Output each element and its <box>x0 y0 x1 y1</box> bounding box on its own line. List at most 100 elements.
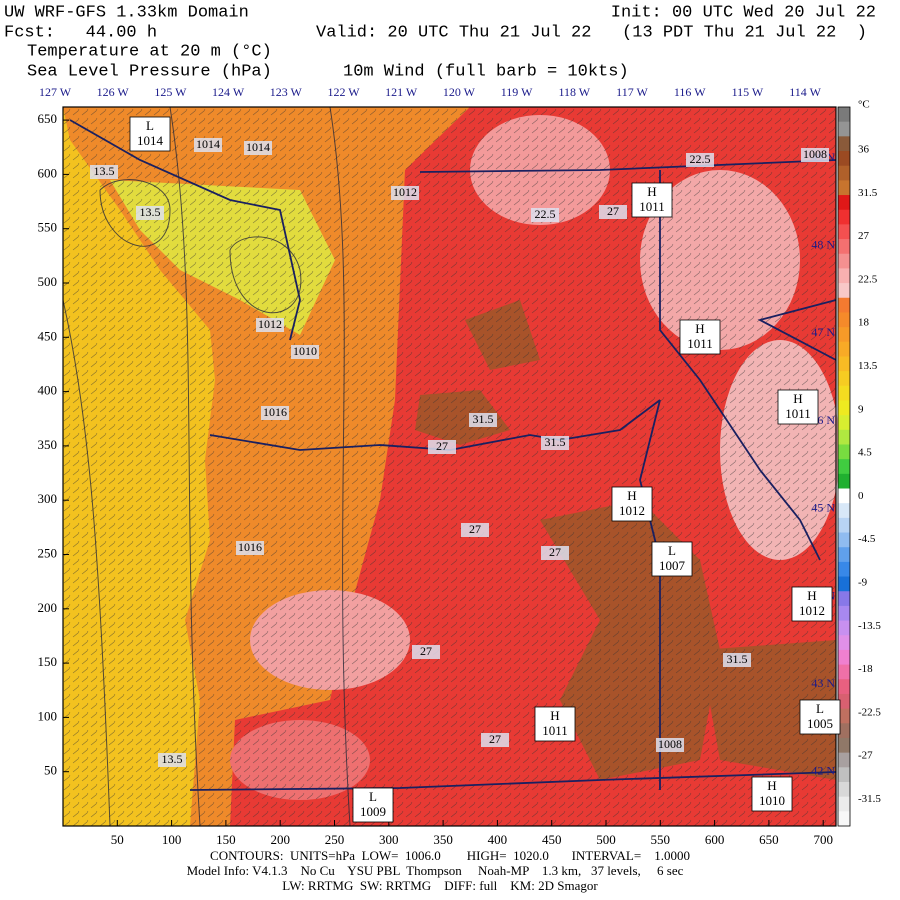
colorbar-swatch <box>838 796 850 812</box>
colorbar-label: -4.5 <box>858 533 876 545</box>
y-tick-label: 450 <box>38 328 58 343</box>
pressure-center-value: 1011 <box>542 723 568 738</box>
latitude-label: 47 N <box>811 325 835 339</box>
colorbar-swatch <box>838 444 850 460</box>
contour-label-box <box>136 206 164 220</box>
y-tick-label: 600 <box>38 165 58 180</box>
colorbar-swatch <box>838 107 850 123</box>
map-area <box>62 106 840 827</box>
footer-model: Model Info: V4.1.3 No Cu YSU PBL Thompso… <box>187 863 684 878</box>
colorbar-swatch <box>838 679 850 695</box>
colorbar-swatch <box>838 503 850 519</box>
contour-label: 1016 <box>263 405 287 419</box>
header-valid: Valid: 20 UTC Thu 21 Jul 22 (13 PDT Thu … <box>316 23 867 42</box>
contour-label: 1012 <box>258 317 282 331</box>
colorbar-label: -22.5 <box>858 706 881 718</box>
isobar <box>99 179 171 247</box>
header-field: Sea Level Pressure (hPa) <box>27 62 272 81</box>
map-frame <box>62 106 837 827</box>
x-tick-label: 400 <box>488 832 508 847</box>
longitude-label: 123 W <box>270 85 303 99</box>
header-field: 10m Wind (full barb = 10kts) <box>343 62 629 81</box>
colorbar-label: 36 <box>858 144 870 156</box>
borders <box>69 119 837 791</box>
colorbar-label: 22.5 <box>858 273 878 285</box>
contour-label: 1014 <box>196 137 220 151</box>
colorbar-swatch <box>838 473 850 490</box>
pressure-center-value: 1009 <box>360 804 386 819</box>
header-field: Temperature at 20 m (°C) <box>27 42 272 61</box>
colorbar-label: -18 <box>858 663 873 675</box>
pressure-center-value: 1007 <box>659 558 686 573</box>
x-tick-label: 550 <box>651 832 671 847</box>
y-tick-label: 150 <box>38 654 58 669</box>
pressure-center-value: 1011 <box>687 336 713 351</box>
x-tick-label: 350 <box>433 832 453 847</box>
pressure-center-value: 1012 <box>619 503 645 518</box>
isobar <box>229 236 302 314</box>
colorbar-swatch <box>838 693 850 710</box>
colorbar-swatch <box>838 635 850 651</box>
colorbar-swatch <box>838 649 850 666</box>
contour-label: 31.5 <box>473 412 494 426</box>
colorbar-swatch <box>838 253 850 269</box>
pressure-center-value: 1011 <box>785 406 811 421</box>
contour-label: 27 <box>420 644 432 658</box>
colorbar-swatch <box>838 737 850 754</box>
contour-label-box <box>481 733 509 747</box>
pressure-center-value: 1010 <box>759 793 785 808</box>
pressure-center-box <box>791 586 833 622</box>
pressure-center-kind: H <box>647 184 656 199</box>
x-tick-label: 200 <box>270 832 290 847</box>
contour-label-box <box>723 653 751 667</box>
contour-label-box <box>90 165 118 179</box>
y-tick-label: 400 <box>38 383 58 398</box>
pressure-center-box <box>352 787 394 823</box>
colorbar-label: 4.5 <box>858 447 872 459</box>
contour-label: 1008 <box>803 147 827 161</box>
border <box>757 299 837 361</box>
longitude-label: 125 W <box>154 85 187 99</box>
river <box>209 399 661 451</box>
colorbar-swatch <box>838 576 850 592</box>
border <box>189 771 837 791</box>
colorbar-swatch <box>838 400 850 416</box>
isobar <box>169 106 201 827</box>
contour-label: 22.5 <box>690 152 711 166</box>
x-tick-label: 150 <box>216 832 236 847</box>
contour-label: 31.5 <box>545 435 566 449</box>
contour-label: 1008 <box>658 737 682 751</box>
colorbar-swatch <box>838 297 850 313</box>
x-tick-label: 250 <box>325 832 345 847</box>
contour-label-box <box>541 546 569 560</box>
colorbar-label: 9 <box>858 403 864 415</box>
colorbar-swatch <box>838 781 850 798</box>
colorbar-swatch <box>838 767 850 783</box>
pressure-center-kind: H <box>807 588 816 603</box>
contour-label-box <box>801 148 829 162</box>
pressure-center-box <box>751 776 793 812</box>
longitude-label: 122 W <box>327 85 360 99</box>
colorbar-label: 31.5 <box>858 187 878 199</box>
contour-label-box <box>412 645 440 659</box>
y-tick-label: 300 <box>38 491 58 506</box>
colorbar-label: 13.5 <box>858 360 878 372</box>
x-tick-label: 650 <box>759 832 779 847</box>
y-tick-label: 500 <box>38 274 58 289</box>
colorbar-label: 27 <box>858 230 870 242</box>
latitude-label: 43 N <box>811 676 835 690</box>
longitude-label: 118 W <box>558 85 590 99</box>
longitude-label: 120 W <box>443 85 476 99</box>
contour-label: 31.5 <box>727 652 748 666</box>
contour-label-box <box>261 406 289 420</box>
colorbar-swatch <box>838 664 850 680</box>
contour-label: 22.5 <box>535 207 556 221</box>
contour-label-box <box>541 436 569 450</box>
border <box>419 159 837 173</box>
pressure-center-box <box>611 486 653 522</box>
contour-label: 27 <box>489 732 501 746</box>
y-tick-label: 650 <box>38 111 58 126</box>
longitude-label: 115 W <box>732 85 764 99</box>
y-tick-label: 350 <box>38 437 58 452</box>
contour-label-box <box>256 318 284 332</box>
